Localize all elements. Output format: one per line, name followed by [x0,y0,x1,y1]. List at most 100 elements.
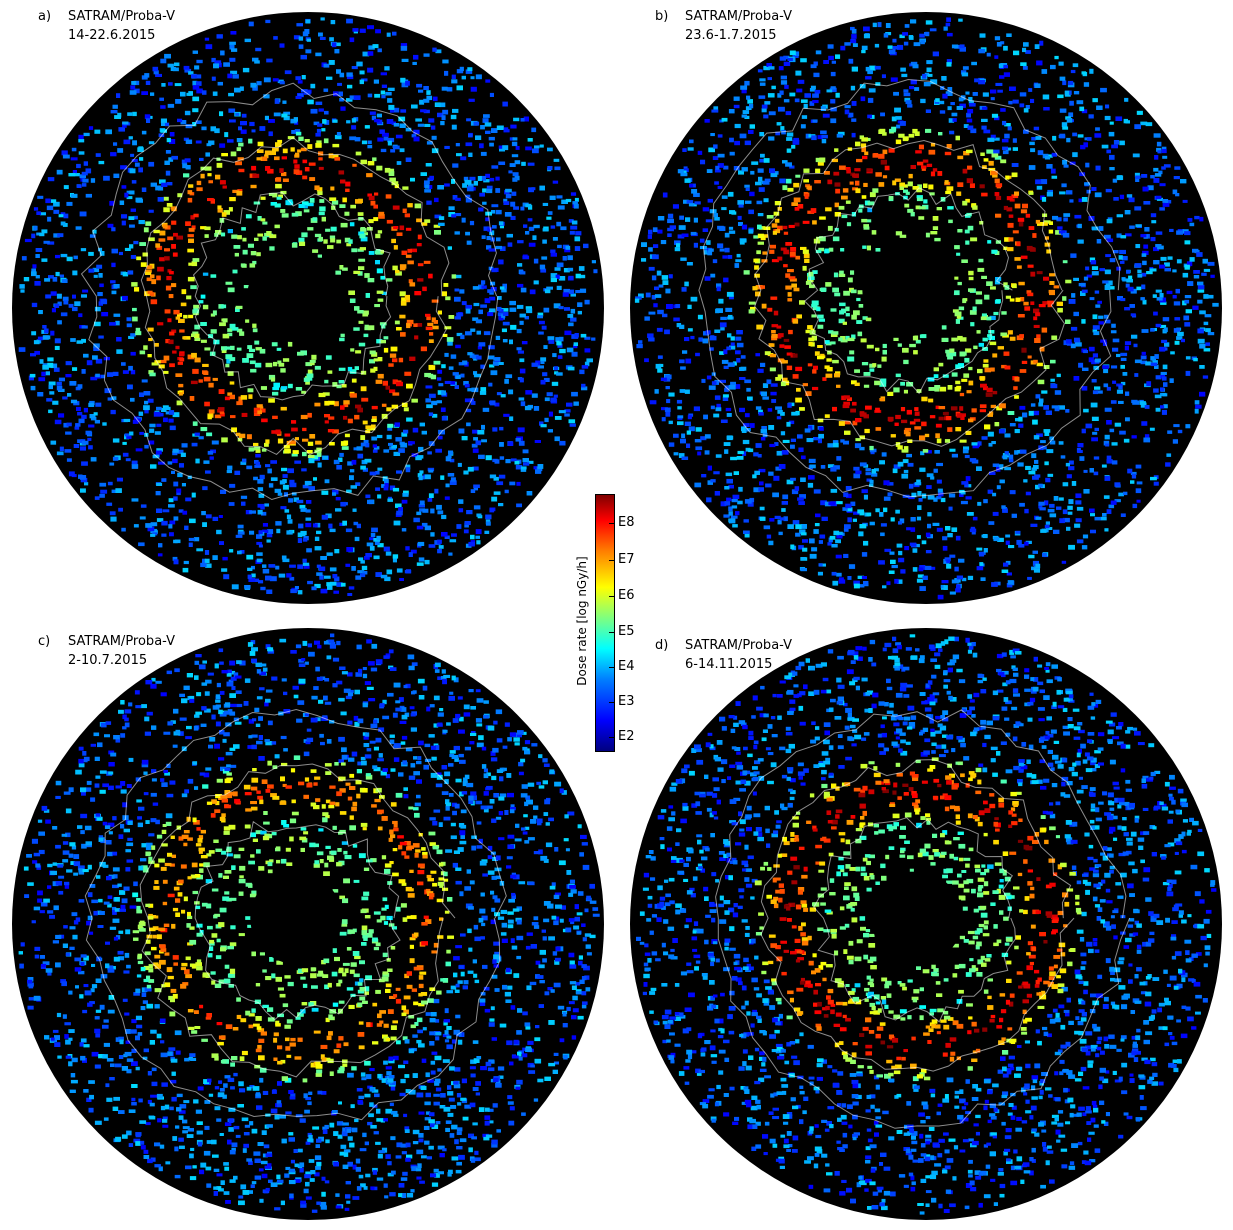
dose-pixel [1108,131,1115,137]
dose-pixel [354,366,359,370]
dose-pixel [990,97,995,101]
dose-pixel [845,313,850,317]
dose-pixel [382,476,388,482]
dose-pixel [827,179,833,185]
dose-pixel [1000,63,1008,67]
dose-pixel [859,524,867,529]
dose-pixel [813,437,820,441]
dose-pixel [225,281,233,285]
dose-pixel [468,541,475,547]
dose-pixel [783,338,790,342]
dose-pixel [307,144,313,149]
dose-pixel [550,277,557,283]
dose-pixel [1032,550,1038,554]
dose-pixel [864,428,870,434]
dose-pixel [965,240,970,245]
dose-pixel [832,580,839,586]
dose-pixel [458,362,465,366]
dose-pixel [273,382,280,388]
dose-pixel [83,161,88,166]
dose-pixel [547,429,553,433]
dose-pixel [954,276,959,280]
dose-pixel [946,416,952,421]
dose-pixel [520,206,525,211]
dose-pixel [420,172,427,176]
dose-pixel [1197,289,1205,293]
dose-pixel [274,488,282,493]
dose-pixel [706,169,713,173]
dose-pixel [158,133,165,137]
dose-pixel [1003,72,1010,77]
dose-pixel [156,275,161,281]
dose-pixel [1162,317,1170,322]
dose-pixel [295,387,303,391]
dose-pixel [251,573,256,578]
dose-pixel [1140,360,1147,365]
dose-pixel [192,368,199,374]
dose-pixel [887,482,894,486]
dose-pixel [998,63,1004,69]
dose-pixel [454,213,462,217]
dose-pixel [298,237,305,243]
dose-pixel [104,388,112,394]
dose-pixel [393,245,398,250]
dose-pixel [523,462,530,466]
dose-pixel [227,371,234,376]
dose-pixel [169,425,176,431]
dose-pixel [777,93,782,98]
dose-pixel [858,584,865,588]
dose-pixel [935,98,940,103]
dose-pixel [1030,403,1036,407]
dose-pixel [707,465,712,471]
dose-pixel [392,265,398,271]
dose-pixel [728,226,734,230]
dose-pixel [753,258,759,263]
dose-pixel [413,54,419,60]
dose-pixel [776,416,782,420]
dose-pixel [724,449,729,454]
dose-pixel [699,238,705,243]
dose-pixel [318,566,326,572]
dose-pixel [1079,106,1085,112]
dose-pixel [175,373,183,377]
dose-pixel [1033,359,1038,364]
dose-pixel [275,177,281,182]
dose-pixel [113,284,120,289]
dose-pixel [1024,508,1029,514]
dose-pixel [1035,136,1042,140]
dose-pixel [187,276,195,282]
dose-pixel [279,81,285,85]
dose-pixel [72,306,78,312]
dose-pixel [95,153,101,157]
dose-pixel [354,137,361,142]
dose-pixel [377,48,382,53]
dose-pixel [454,296,461,302]
dose-pixel [309,177,316,181]
dose-pixel [260,506,265,510]
dose-pixel [704,247,709,253]
dose-pixel [1035,516,1042,520]
dose-pixel [248,138,253,144]
dose-pixel [1111,442,1118,446]
dose-pixel [984,367,991,373]
dose-pixel [1033,465,1039,470]
dose-pixel [463,470,469,475]
dose-pixel [375,471,380,475]
dose-pixel [475,319,482,324]
dose-pixel [1049,440,1056,445]
dose-pixel [946,144,952,149]
dose-pixel [836,572,842,577]
dose-pixel [1013,50,1020,56]
dose-pixel [275,521,282,526]
dose-pixel [362,51,370,57]
dose-pixel [1095,127,1100,131]
dose-pixel [558,410,566,414]
dose-pixel [1040,440,1046,444]
dose-pixel [761,104,768,109]
dose-pixel [716,286,721,292]
dose-pixel [495,188,501,193]
dose-pixel [470,76,475,80]
dose-pixel [593,269,598,274]
dose-pixel [262,564,267,568]
dose-pixel [516,304,524,309]
